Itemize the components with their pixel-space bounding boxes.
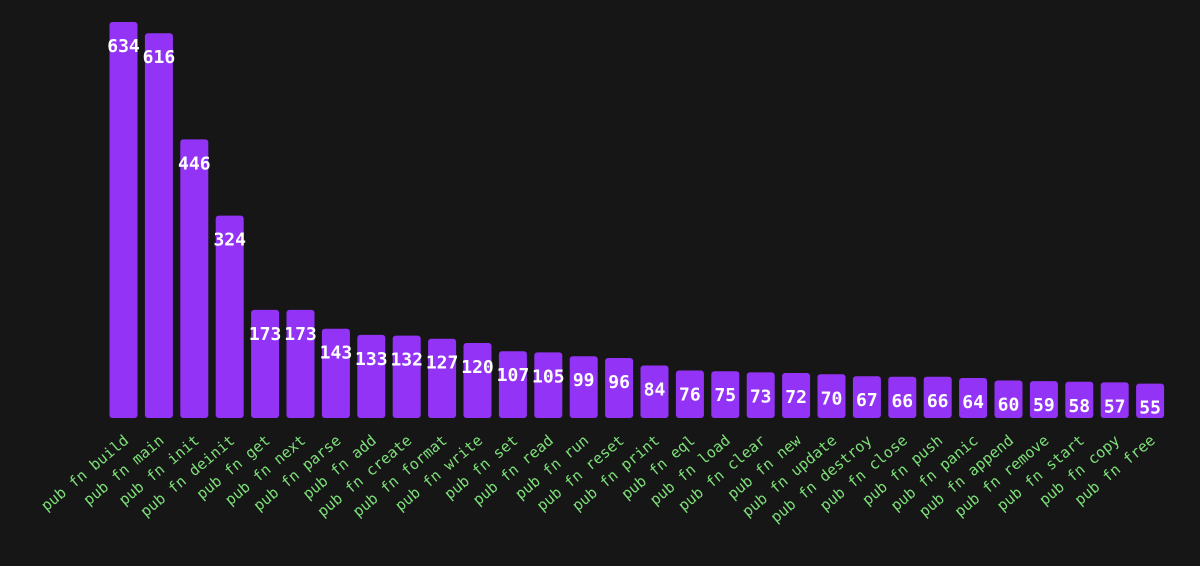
bar-pub-fn-add bbox=[357, 334, 386, 418]
bar-pub-fn-destroy bbox=[852, 376, 881, 418]
value-label-pub-fn-write: 120 bbox=[461, 357, 494, 378]
value-label-pub-fn-copy: 57 bbox=[1104, 396, 1126, 417]
bar-pub-fn-create bbox=[392, 335, 421, 418]
value-label-pub-fn-start: 58 bbox=[1068, 396, 1090, 417]
bar-pub-fn-copy bbox=[1100, 382, 1129, 418]
value-label-pub-fn-destroy: 67 bbox=[856, 390, 878, 411]
value-label-pub-fn-run: 99 bbox=[573, 370, 595, 391]
value-label-pub-fn-build: 634 bbox=[107, 36, 140, 57]
value-label-pub-fn-eql: 76 bbox=[679, 385, 701, 406]
value-label-pub-fn-next: 173 bbox=[284, 324, 317, 345]
bar-pub-fn-reset bbox=[605, 358, 634, 418]
bar-pub-fn-load bbox=[711, 371, 740, 418]
value-label-pub-fn-close: 66 bbox=[891, 391, 913, 412]
bars bbox=[109, 22, 1165, 418]
bar-pub-fn-push bbox=[923, 376, 952, 418]
bar-pub-fn-read bbox=[534, 352, 563, 418]
bar-pub-fn-parse bbox=[321, 328, 350, 418]
bar-pub-fn-init bbox=[180, 139, 209, 418]
value-label-pub-fn-parse: 143 bbox=[320, 343, 353, 364]
value-label-pub-fn-deinit: 324 bbox=[213, 230, 246, 251]
value-label-pub-fn-remove: 59 bbox=[1033, 395, 1055, 416]
bar-pub-fn-update bbox=[817, 374, 846, 418]
bar-pub-fn-free bbox=[1136, 383, 1165, 418]
value-label-pub-fn-print: 84 bbox=[644, 380, 666, 401]
value-label-pub-fn-new: 72 bbox=[785, 387, 807, 408]
value-label-pub-fn-reset: 96 bbox=[608, 372, 630, 393]
bar-pub-fn-next bbox=[286, 309, 315, 418]
value-label-pub-fn-free: 55 bbox=[1139, 398, 1161, 419]
value-label-pub-fn-push: 66 bbox=[927, 391, 949, 412]
bar-pub-fn-append bbox=[994, 380, 1023, 418]
bar-pub-fn-run bbox=[569, 356, 598, 418]
bar-pub-fn-new bbox=[782, 373, 811, 418]
bar-pub-fn-build bbox=[109, 22, 138, 418]
bar-pub-fn-main bbox=[144, 33, 173, 418]
value-label-pub-fn-set: 107 bbox=[497, 365, 530, 386]
value-label-pub-fn-get: 173 bbox=[249, 324, 282, 345]
bar-pub-fn-clear bbox=[746, 372, 775, 418]
value-label-pub-fn-read: 105 bbox=[532, 366, 565, 387]
value-label-pub-fn-append: 60 bbox=[998, 395, 1020, 416]
value-label-pub-fn-clear: 73 bbox=[750, 386, 772, 407]
bar-pub-fn-remove bbox=[1029, 381, 1058, 418]
bar-pub-fn-write bbox=[463, 343, 492, 418]
bar-pub-fn-start bbox=[1065, 381, 1094, 418]
bar-pub-fn-deinit bbox=[215, 215, 244, 418]
bar-pub-fn-set bbox=[498, 351, 527, 418]
bar-pub-fn-close bbox=[888, 376, 917, 418]
value-label-pub-fn-create: 132 bbox=[390, 350, 423, 371]
value-label-pub-fn-load: 75 bbox=[714, 385, 736, 406]
bar-pub-fn-format bbox=[428, 338, 457, 418]
bar-pub-fn-print bbox=[640, 365, 669, 418]
value-label-pub-fn-panic: 64 bbox=[962, 392, 984, 413]
bar-pub-fn-panic bbox=[959, 378, 988, 418]
value-label-pub-fn-add: 133 bbox=[355, 349, 388, 370]
bar-pub-fn-get bbox=[251, 309, 280, 418]
value-label-pub-fn-init: 446 bbox=[178, 153, 211, 174]
value-label-pub-fn-format: 127 bbox=[426, 353, 459, 374]
bar-pub-fn-eql bbox=[675, 370, 704, 418]
value-label-pub-fn-update: 70 bbox=[821, 388, 843, 409]
value-label-pub-fn-main: 616 bbox=[143, 47, 176, 68]
